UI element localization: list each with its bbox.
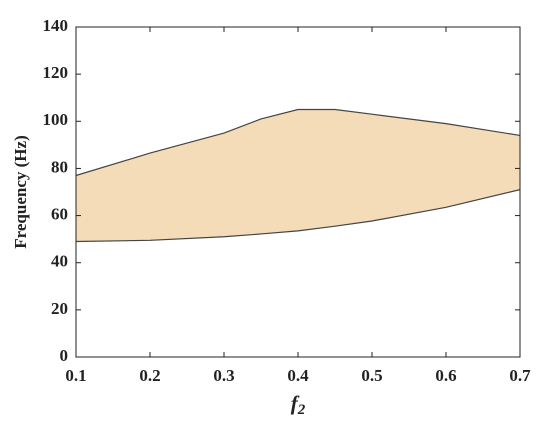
x-tick-label: 0.7 (509, 366, 531, 385)
x-tick-label: 0.5 (361, 366, 382, 385)
x-axis-label-subscript: 2 (297, 402, 306, 418)
y-tick-label: 120 (43, 63, 69, 82)
band-fill (76, 109, 520, 242)
y-tick-label: 60 (51, 204, 68, 223)
y-tick-label: 80 (51, 157, 68, 176)
y-tick-label: 140 (43, 16, 69, 35)
x-tick-label: 0.6 (435, 366, 456, 385)
x-axis-label: f2 (291, 391, 306, 419)
y-axis-label: Frequency (Hz) (11, 135, 30, 248)
x-tick-label: 0.3 (213, 366, 234, 385)
x-tick-label: 0.2 (139, 366, 160, 385)
x-tick-label: 0.4 (287, 366, 309, 385)
y-tick-label: 0 (60, 346, 69, 365)
band-edge (75, 108, 521, 177)
band-edge (75, 189, 521, 243)
x-tick-label: 0.1 (65, 366, 86, 385)
y-tick-label: 20 (51, 299, 68, 318)
y-tick-label: 100 (43, 110, 69, 129)
x-axis-label-base: f (291, 391, 300, 415)
y-tick-label: 40 (51, 252, 68, 271)
